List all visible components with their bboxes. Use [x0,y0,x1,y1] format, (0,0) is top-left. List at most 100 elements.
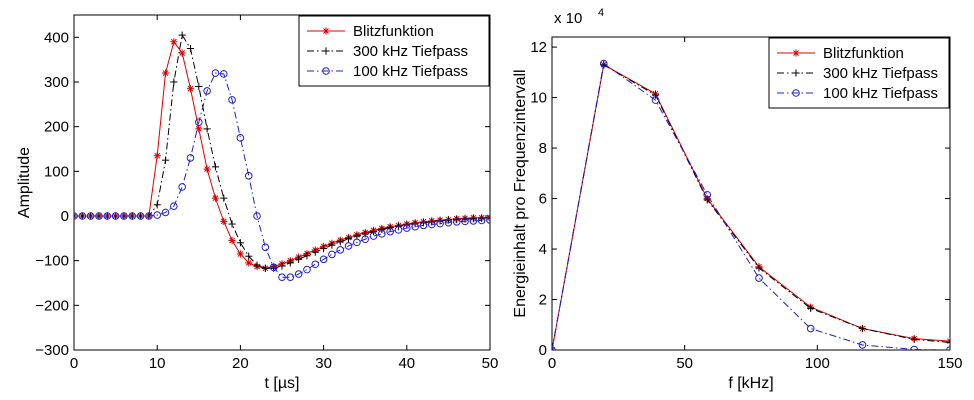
data-point [419,221,428,230]
data-point [344,235,353,243]
y-tick-label: 200 [44,119,69,136]
data-point [161,156,170,164]
data-point [236,250,244,258]
data-point [186,85,195,93]
y-axis-label: Amplitude [16,147,33,218]
plot-area [73,14,491,351]
y-tick-label: 0 [539,342,547,359]
legend-marker [322,47,330,55]
y-axis-label: Energieinhalt pro Frequenzintervall [512,69,529,317]
data-point [170,78,178,86]
x-tick-label: 20 [232,355,249,372]
x-tick-label: 10 [149,355,166,372]
legend-entry: 300 kHz Tiefpass [353,43,468,60]
data-point [195,125,203,133]
data-point [278,273,286,281]
data-point [436,219,444,228]
data-point [228,236,236,245]
legend-entry: 100 kHz Tiefpass [353,63,468,80]
x-tick-label: 50 [482,355,499,372]
y-tick-label: −100 [35,253,69,270]
data-point [161,69,170,77]
y-tick-label: −300 [35,342,69,359]
data-point [336,246,345,254]
data-point [910,335,918,343]
data-point [394,226,403,234]
data-point [403,224,411,232]
data-point [858,324,867,333]
data-point [311,260,320,269]
data-point [858,341,867,349]
legend-box [298,15,490,87]
legend: Blitzfunktion 300 kHz Tiefpass 100 kHz Tie… [298,15,490,87]
data-point [74,212,78,220]
x-tick-label: 50 [676,355,693,372]
data-point [211,163,220,171]
series-line-3 [552,62,950,350]
data-point [755,274,763,282]
data-point [320,245,328,253]
data-point [186,154,195,162]
x-tick-label: 0 [548,355,556,372]
data-point [153,211,161,219]
data-point [386,224,394,232]
legend-marker [792,49,800,57]
data-point [353,238,361,247]
series-line-3 [74,72,490,278]
y-tick-label: 400 [44,29,69,46]
data-point [286,273,295,281]
data-point [452,218,461,226]
data-point [461,217,469,226]
data-point [427,220,436,229]
data-point [269,263,278,272]
x-tick-label: 150 [937,355,962,372]
data-point [369,228,378,236]
data-point [303,265,311,274]
data-point [136,212,145,220]
data-point [245,252,253,260]
data-point [78,212,87,220]
x-axis-label: t [µs] [265,375,300,392]
data-point [219,70,228,78]
data-point [170,202,178,210]
data-point [261,243,270,252]
data-point [286,259,294,267]
y-tick-label: 300 [44,74,69,91]
data-point [178,31,186,39]
data-point [195,118,203,126]
data-point [128,212,137,220]
data-point [220,217,228,225]
data-point [153,201,161,209]
data-point [86,212,95,220]
legend-marker [322,67,330,75]
data-point [361,235,370,244]
data-point [806,324,815,333]
data-point [211,194,220,202]
data-point [178,183,186,191]
data-point [477,216,486,225]
data-point [111,212,120,220]
data-point [220,194,228,202]
data-point [369,232,378,240]
data-point [599,59,608,68]
x-tick-label: 30 [315,355,332,372]
y-tick-label: 0 [61,208,69,225]
x-tick-label: 0 [70,355,78,372]
data-point [807,304,815,312]
data-point [910,345,918,350]
data-point [244,172,253,180]
data-point [203,125,211,133]
legend: Blitzfunktion 300 kHz Tiefpass 100 kHz Tie… [768,37,950,109]
data-point [651,91,660,99]
data-point [120,212,128,220]
data-point [161,208,170,217]
legend-marker [792,69,800,77]
data-point [153,152,161,160]
data-point [336,238,344,246]
data-point [211,69,220,77]
y-tick-label: 8 [539,140,547,157]
data-point [703,196,711,204]
data-point [261,264,269,272]
legend-entry: Blitzfunktion [353,23,434,40]
